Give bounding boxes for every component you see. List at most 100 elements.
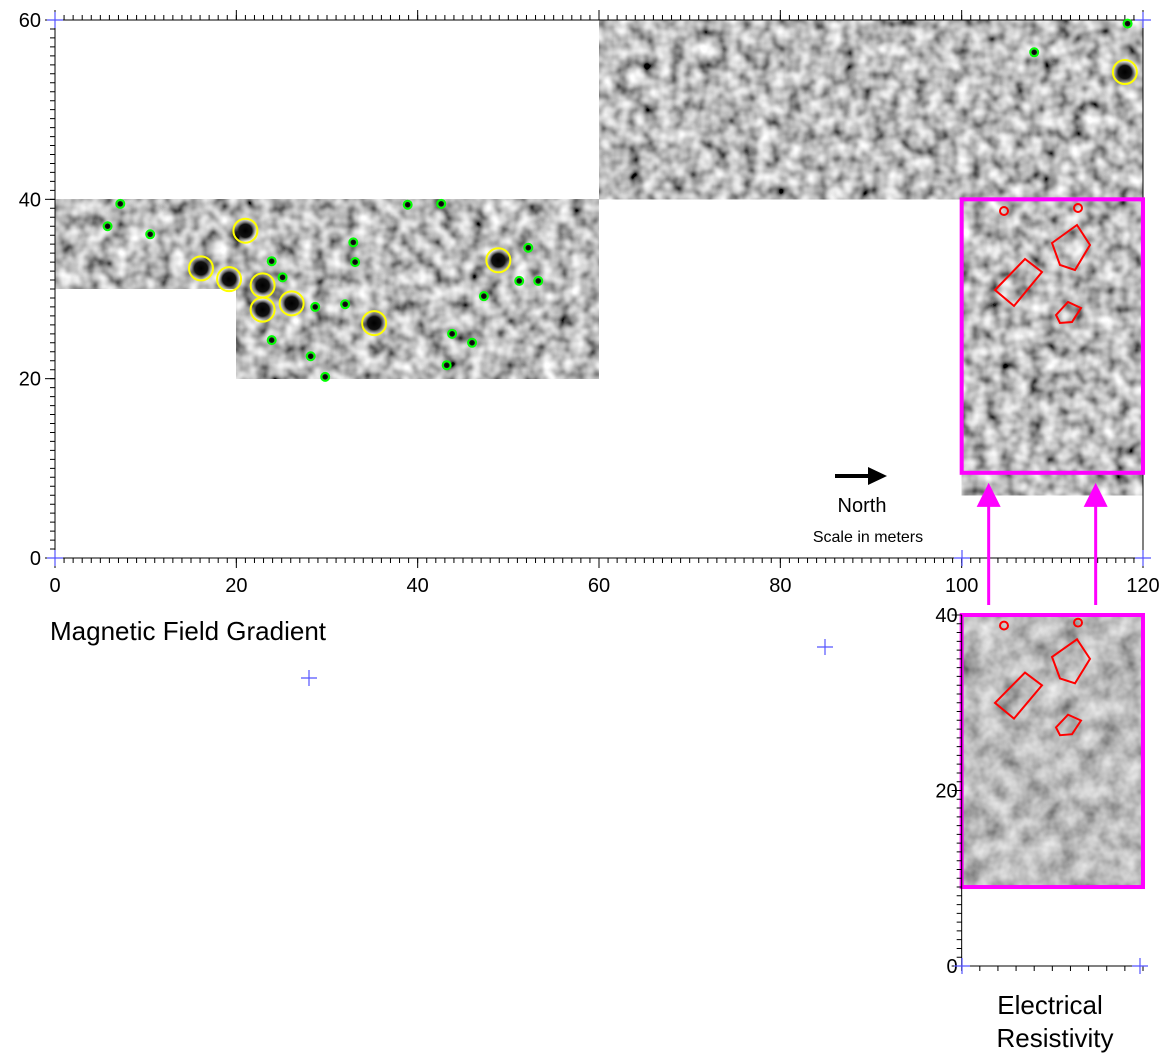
anomaly-core — [341, 300, 350, 309]
anomaly-ring — [447, 328, 458, 339]
north-label: North — [838, 495, 887, 517]
resistivity-area — [959, 197, 1146, 475]
anomaly-core — [267, 336, 276, 345]
anomaly-ring — [187, 255, 214, 282]
anomaly-core — [524, 243, 533, 252]
anomaly-core — [234, 219, 257, 242]
anomaly-core — [479, 292, 488, 301]
y-tick-label: 0 — [30, 548, 41, 570]
x-tick-label: 120 — [1126, 575, 1159, 597]
survey-blocks — [55, 20, 1143, 496]
anomaly-ring — [216, 266, 243, 293]
resistivity-features — [993, 203, 1092, 737]
anomaly-core — [251, 298, 274, 321]
anomaly-ring — [485, 247, 512, 274]
anomaly-core — [437, 199, 446, 208]
anomaly-ring — [348, 237, 359, 248]
feature-outline — [1050, 223, 1092, 272]
x-tick-label: 60 — [588, 575, 610, 597]
arrow-head — [868, 467, 887, 485]
anomaly-ring — [145, 229, 156, 240]
crosses — [47, 12, 1151, 974]
registration-crosses — [47, 12, 1151, 974]
anomaly-core — [218, 268, 241, 291]
anomaly-ring — [266, 256, 277, 267]
x-tick-label: 80 — [769, 575, 791, 597]
scale-note: Scale in meters — [813, 529, 923, 546]
anomaly-core — [351, 258, 360, 267]
anomaly-ring — [249, 296, 276, 323]
anomaly-ring — [305, 351, 316, 362]
y-tick-label: 40 — [19, 189, 41, 211]
anomaly-core — [146, 230, 155, 239]
anomaly-core — [280, 292, 303, 315]
y-tick-label: 20 — [19, 369, 41, 391]
anomaly-ring — [1029, 47, 1040, 58]
feature-point — [999, 206, 1009, 216]
anomaly-ring — [102, 221, 113, 232]
anomaly-ring — [478, 291, 489, 302]
map-title: Magnetic Field Gradient — [50, 616, 327, 646]
anomaly-core — [267, 257, 276, 266]
anomaly-core — [189, 257, 212, 280]
x-tick-label: 20 — [225, 575, 247, 597]
anomaly-core — [442, 361, 451, 370]
anomaly-ring — [320, 371, 331, 382]
anomaly-ring — [441, 360, 452, 371]
survey-block — [236, 199, 600, 379]
anomaly-core — [103, 222, 112, 231]
survey-block — [599, 20, 1143, 200]
anomaly-ring — [1122, 18, 1133, 29]
anomaly-core — [1123, 19, 1132, 28]
inset-y-tick-label: 40 — [935, 605, 957, 627]
anomaly-ring — [232, 217, 259, 244]
anomaly-core — [363, 312, 386, 335]
anomaly-core — [306, 352, 315, 361]
anomaly-core — [278, 273, 287, 282]
anomaly-core — [349, 238, 358, 247]
anomaly-core — [1030, 48, 1039, 57]
inset-y-tick-label: 0 — [947, 956, 958, 978]
anomaly-core — [403, 200, 412, 209]
anomaly-ring — [266, 335, 277, 346]
anomaly-ring — [1111, 59, 1138, 86]
axes: 0 20 40 60 80 100 120 0 20 40 60 0 20 40 — [19, 10, 1160, 978]
anomaly-ring — [115, 198, 126, 209]
anomaly-core — [321, 372, 330, 381]
north-arrow: North Scale in meters — [813, 467, 923, 546]
anomaly-ring — [533, 275, 544, 286]
feature-outline — [1054, 300, 1083, 325]
anomaly-core — [311, 302, 320, 311]
anomaly-core — [487, 249, 510, 272]
anomaly-ring — [361, 310, 388, 337]
anomaly-ring — [514, 275, 525, 286]
y-tick-label: 60 — [19, 10, 41, 32]
anomaly-core — [251, 274, 274, 297]
inset-title: Electrical — [997, 990, 1102, 1020]
anomaly-ring — [340, 299, 351, 310]
feature-point — [1073, 203, 1083, 213]
anomaly-ring — [277, 272, 288, 283]
x-tick-label: 40 — [407, 575, 429, 597]
anomaly-ring — [436, 198, 447, 209]
feature-outline — [993, 257, 1044, 308]
anomaly-ring — [278, 290, 305, 317]
survey-block — [961, 199, 1143, 496]
anomaly-ring — [402, 199, 413, 210]
x-tick-label: 0 — [49, 575, 60, 597]
anomaly-ring — [467, 337, 478, 348]
anomaly-core — [116, 199, 125, 208]
x-tick-label: 100 — [945, 575, 978, 597]
anomaly-core — [448, 329, 457, 338]
inset-title: Resistivity — [996, 1023, 1113, 1053]
anomaly-ring — [310, 301, 321, 312]
anomaly-core — [515, 276, 524, 285]
anomaly-core — [1113, 61, 1136, 84]
anomaly-ring — [523, 242, 534, 253]
anomaly-core — [534, 276, 543, 285]
anomaly-core — [468, 338, 477, 347]
anomaly-ring — [350, 257, 361, 268]
anomalies — [102, 18, 1138, 382]
inset-y-tick-label: 20 — [935, 781, 957, 803]
